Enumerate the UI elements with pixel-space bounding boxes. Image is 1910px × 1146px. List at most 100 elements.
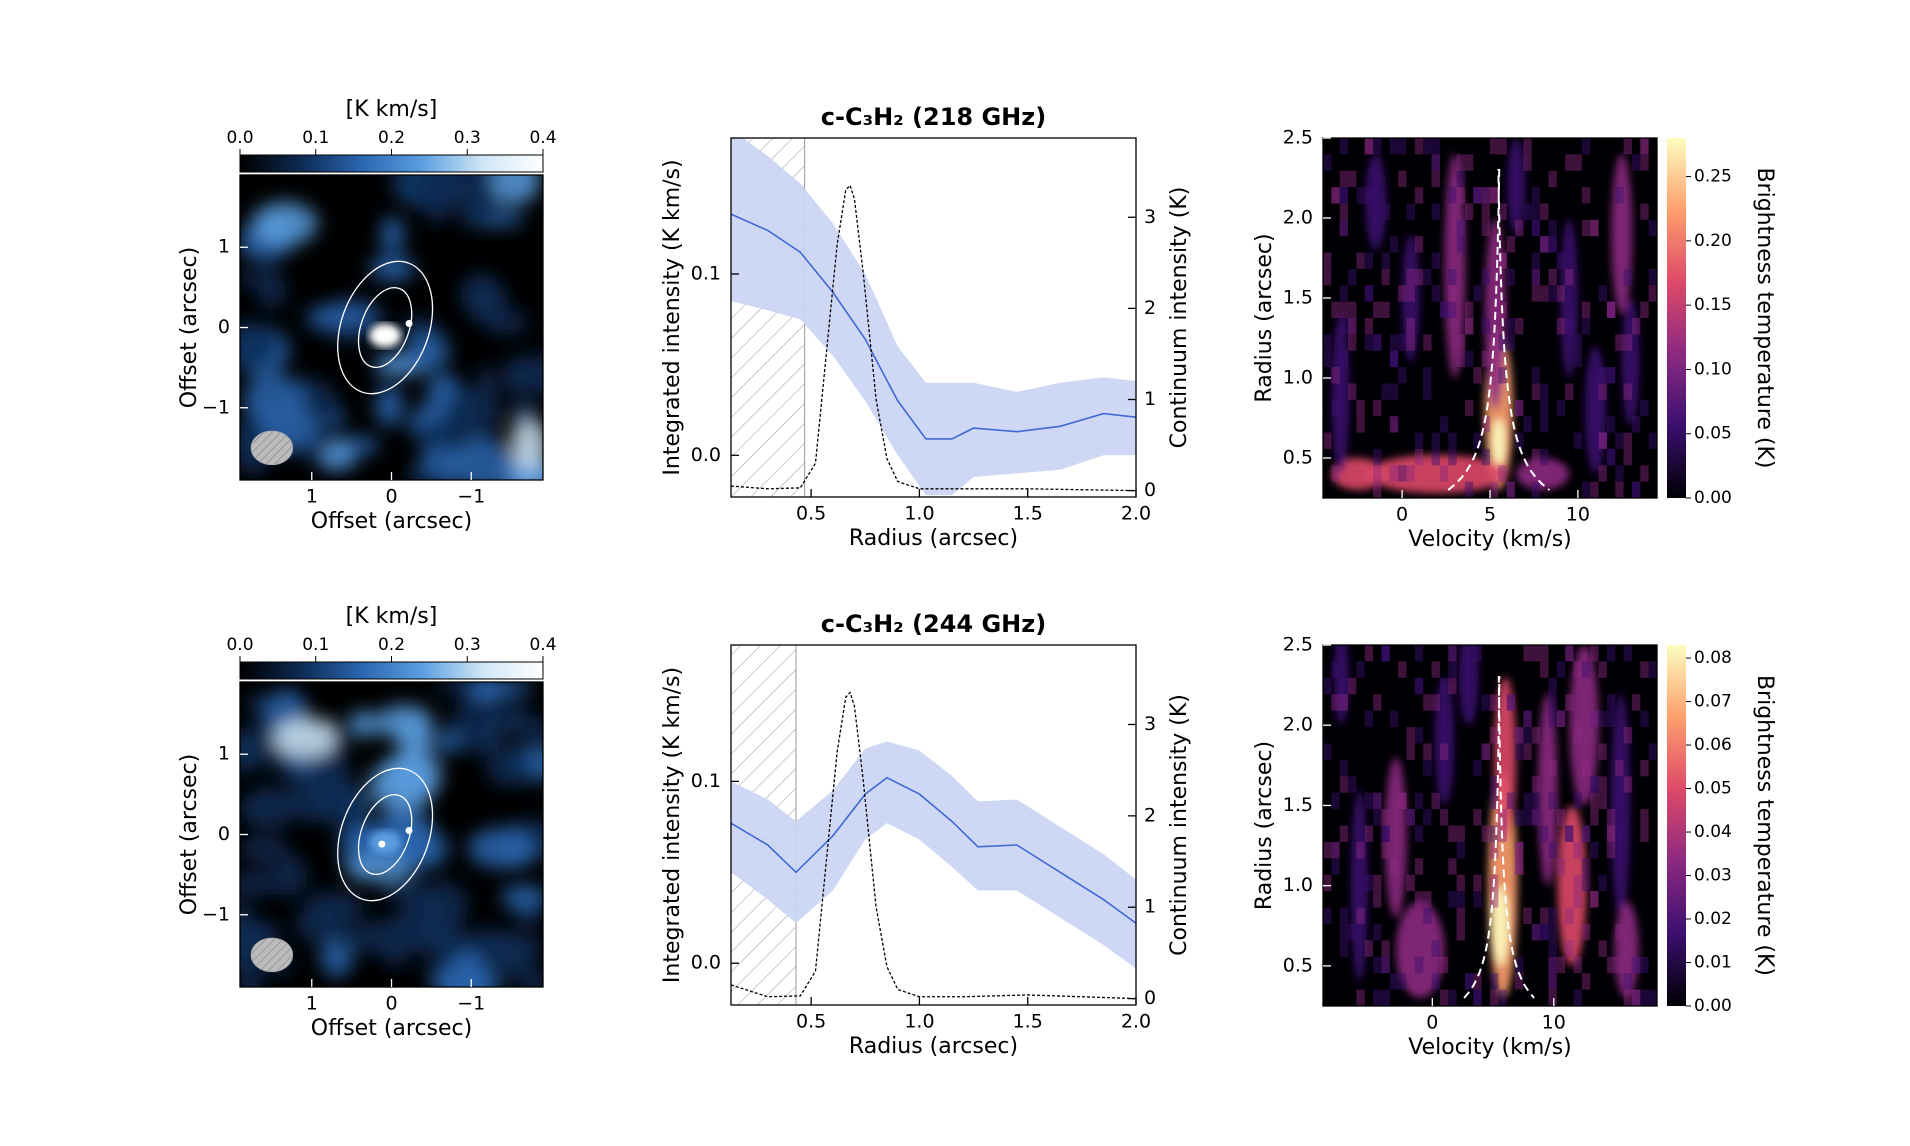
pv-pixel [1590,710,1599,728]
error-band [731,741,1136,969]
pv-pixel [1456,891,1465,908]
pv-pixel [1631,989,1641,1006]
pv-pixel [1490,694,1499,711]
pv-pixel [1389,138,1399,155]
pv-diagram [1323,138,1657,498]
pv-pixel [1381,825,1390,842]
pv-blob [1434,677,1455,806]
pv-pixel [1381,809,1390,826]
pv-pixel [1623,268,1632,286]
pv-pixel [1364,285,1374,302]
pv-pixel [1373,481,1382,498]
pv-pixel [1565,907,1574,924]
y2-tick-label: 1 [1144,388,1156,410]
pv-pixel [1548,170,1557,188]
pv-pixel [1606,710,1616,728]
pv-pixel [1473,187,1482,204]
pv-pixel [1323,350,1332,368]
pv-pixel [1531,923,1541,941]
emission-blob [508,716,543,739]
pv-pixel [1515,399,1524,417]
pv-pixel [1431,661,1440,678]
pv-pixel [1631,989,1641,1006]
x-axis-label: Offset (arcsec) [311,509,473,534]
pv-pixel [1523,710,1532,728]
pv-pixel [1540,923,1549,941]
pv-pixel [1598,874,1607,892]
pv-pixel [1606,301,1616,318]
pv-pixel [1623,645,1632,662]
pv-blob [1537,693,1558,886]
source [405,319,413,327]
pv-pixel [1323,268,1332,286]
pv-pixel [1540,825,1549,842]
pv-pixel [1523,727,1532,744]
pv-pixel [1323,743,1332,760]
pv-pixel [1448,891,1457,908]
pv-pixel [1540,399,1549,417]
pv-pixel [1648,219,1657,237]
pv-pixel [1540,236,1549,253]
pv-pixel [1631,416,1641,433]
pv-pixel [1389,465,1399,482]
pv-pixel [1423,809,1432,826]
colorbar [239,154,544,173]
colorbar-label: Brightness temperature (K) [1752,675,1777,976]
pv-pixel [1331,792,1340,810]
pv-pixel [1581,318,1591,335]
emission-blob [240,801,267,818]
pv-pixel [1523,138,1532,155]
pv-pixel [1389,710,1399,728]
pv-pixel [1615,759,1624,777]
pv-pixel [1540,236,1549,253]
pv-blob [1621,298,1640,426]
pv-pixel [1423,907,1432,924]
x-axis-label: Offset (arcsec) [311,1016,473,1041]
pv-pixel [1339,694,1349,711]
pv-pixel [1640,825,1649,842]
pv-pixel [1481,318,1490,335]
pv-pixel [1439,956,1449,974]
pv-pixel [1364,318,1374,335]
chart-title: c-C₃H₂ (218 GHz) [821,103,1046,131]
pv-pixel [1473,874,1482,892]
colorbar-tick-label: 0.10 [1694,359,1732,379]
pv-pixel [1414,236,1424,253]
contour-outer [337,767,434,902]
pv-pixel [1339,907,1349,924]
emission-blob [420,175,455,224]
pv-pixel [1423,138,1432,155]
pv-pixel [1581,481,1591,498]
pv-pixel [1548,236,1557,253]
pv-pixel [1565,645,1574,662]
pv-pixel [1556,285,1566,302]
pv-pixel [1515,809,1524,826]
y-tick-label: 1.5 [1283,794,1313,816]
pv-pixel [1623,448,1632,466]
pv-pixel [1456,219,1465,237]
pv-pixel [1531,645,1541,662]
pv-pixel [1456,334,1465,351]
pv-pixel [1523,203,1532,220]
pv-pixel [1540,645,1549,662]
pv-pixel [1373,448,1382,466]
pv-pixel [1339,301,1349,318]
pv-blob [1333,645,1349,726]
pv-pixel [1490,727,1499,744]
beam [250,937,294,973]
y-tick-label: 0.0 [691,444,721,466]
colorbar-tick-label: 0.03 [1694,866,1732,886]
pv-pixel [1615,187,1624,204]
pv-pixel [1640,661,1649,678]
keplerian-curve [1463,676,1535,999]
pv-pixel [1464,481,1474,498]
pv-pixel [1406,203,1415,220]
bright-core [369,323,402,348]
colorbar-tick-label: 0.04 [1694,822,1732,842]
source [378,333,386,341]
y2-axis-label: Continuum intensity (K) [1167,187,1192,449]
pv-pixel [1323,677,1332,695]
emission-blob [349,710,378,738]
pv-pixel [1606,825,1616,842]
colorbar-label: [K km/s] [346,604,438,629]
